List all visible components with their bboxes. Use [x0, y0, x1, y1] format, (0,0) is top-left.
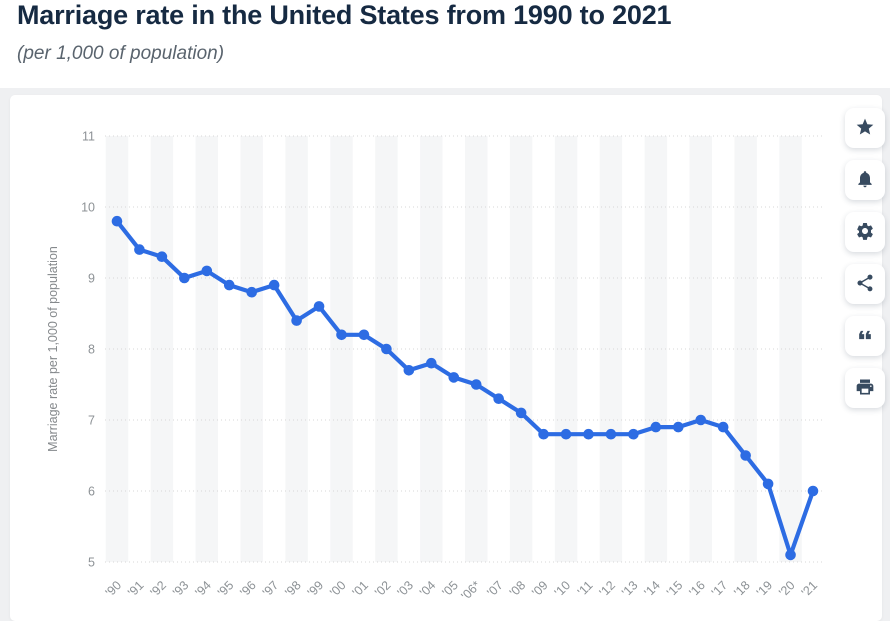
svg-text:'09: '09	[529, 578, 550, 599]
svg-text:'01: '01	[350, 578, 371, 599]
svg-text:'15: '15	[664, 578, 685, 599]
svg-text:'98: '98	[282, 578, 303, 599]
svg-text:'92: '92	[148, 578, 169, 599]
svg-text:'04: '04	[417, 578, 438, 599]
toolbar	[845, 108, 885, 408]
page-title: Marriage rate in the United States from …	[17, 0, 672, 30]
settings-button[interactable]	[845, 212, 885, 252]
x-tick-labels: '90'91'92'93'94'95'96'97'98'99'00'01'02 '…	[103, 578, 820, 603]
svg-text:'17: '17	[709, 578, 730, 599]
svg-text:'97: '97	[260, 578, 281, 599]
svg-text:'11: '11	[575, 578, 596, 599]
favorite-button[interactable]	[845, 108, 885, 148]
svg-text:'19: '19	[754, 578, 775, 599]
svg-text:'90: '90	[103, 578, 124, 599]
svg-text:'94: '94	[193, 578, 214, 599]
svg-text:'00: '00	[327, 578, 348, 599]
y-tick-labels: 5 6 7 8 9 10 11	[81, 130, 95, 570]
printer-icon	[855, 377, 875, 400]
svg-text:'13: '13	[619, 578, 640, 599]
svg-text:'08: '08	[507, 578, 528, 599]
svg-text:'99: '99	[305, 578, 326, 599]
data-points[interactable]	[111, 215, 819, 561]
svg-text:'96: '96	[237, 578, 258, 599]
chart-card: 5 6 7 8 9 10 11'90'91'92'93'94'95'96'97'98'99 '…	[10, 95, 882, 621]
svg-text:9: 9	[88, 272, 95, 286]
quote-icon	[855, 325, 875, 348]
svg-text:'21: '21	[799, 578, 820, 599]
svg-text:'18: '18	[731, 578, 752, 599]
bell-icon	[855, 169, 875, 192]
svg-text:'06*: '06*	[458, 578, 483, 603]
page-subtitle: (per 1,000 of population)	[17, 43, 225, 64]
share-button[interactable]	[845, 264, 885, 304]
svg-text:'12: '12	[597, 578, 618, 599]
svg-text:8: 8	[88, 343, 95, 357]
gear-icon	[855, 221, 875, 244]
svg-text:'10: '10	[552, 578, 573, 599]
share-icon	[855, 273, 875, 296]
svg-text:'05: '05	[439, 578, 460, 599]
page-header: Marriage rate in the United States from …	[0, 0, 890, 88]
svg-text:5: 5	[88, 556, 95, 570]
svg-text:11: 11	[82, 130, 95, 144]
y-axis-title: Marriage rate per 1,000 of population	[46, 246, 60, 452]
svg-text:'02: '02	[372, 578, 393, 599]
plot-stripes	[105, 136, 802, 562]
svg-text:'03: '03	[395, 578, 416, 599]
svg-text:'95: '95	[215, 578, 236, 599]
svg-text:'16: '16	[686, 578, 707, 599]
svg-text:Marriage rate per 1,000 of pop: Marriage rate per 1,000 of population	[46, 246, 60, 452]
svg-text:'07: '07	[484, 578, 505, 599]
svg-text:'93: '93	[170, 578, 191, 599]
notifications-button[interactable]	[845, 160, 885, 200]
svg-text:'14: '14	[642, 578, 663, 599]
cite-button[interactable]	[845, 316, 885, 356]
print-button[interactable]	[845, 368, 885, 408]
svg-text:6: 6	[88, 485, 95, 499]
svg-text:7: 7	[88, 414, 95, 428]
svg-text:'20: '20	[776, 578, 797, 599]
svg-text:10: 10	[81, 201, 95, 215]
svg-text:'91: '91	[125, 578, 146, 599]
star-icon	[855, 117, 875, 140]
